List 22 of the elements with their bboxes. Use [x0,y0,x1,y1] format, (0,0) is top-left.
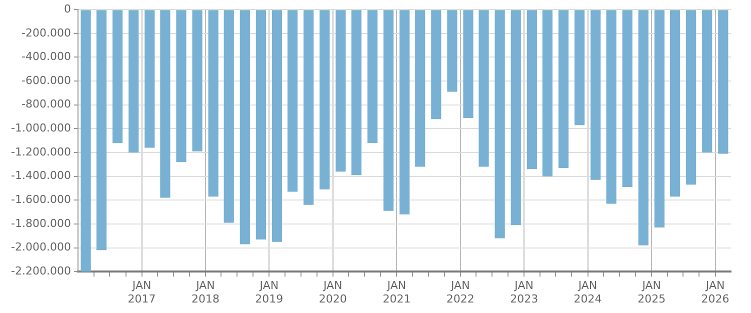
x-tick-label: JAN 2021 [382,279,411,306]
x-tick-label: JAN 2024 [574,279,602,306]
x-tick-label: JAN 2017 [128,279,156,306]
x-tick-label: JAN 2026 [701,279,730,306]
y-tick-label: 0 [64,2,71,16]
x-tick-label: JAN 2022 [446,279,474,306]
x-tick-label: JAN 2023 [510,279,538,306]
x-tick-label: JAN 2019 [255,279,284,306]
y-tick-label: -600.000 [21,74,71,87]
x-tick-label: JAN 2025 [638,279,666,306]
y-tick-label: -1.200.000 [11,145,71,158]
y-tick-label: -2.000.000 [11,240,71,254]
y-tick-label: -1.000.000 [11,122,71,135]
y-tick-label: -400.000 [21,50,71,64]
y-tick-label: -200.000 [21,26,71,40]
x-tick-label: JAN 2018 [191,279,220,306]
y-tick-label: -1.400.000 [11,169,71,182]
y-tick-label: -1.600.000 [11,193,71,206]
y-tick-label: -1.800.000 [11,216,71,230]
y-tick-label: -2.200.000 [11,264,71,278]
x-tick-label: JAN 2020 [318,279,347,306]
y-tick-label: -800.000 [21,98,71,111]
